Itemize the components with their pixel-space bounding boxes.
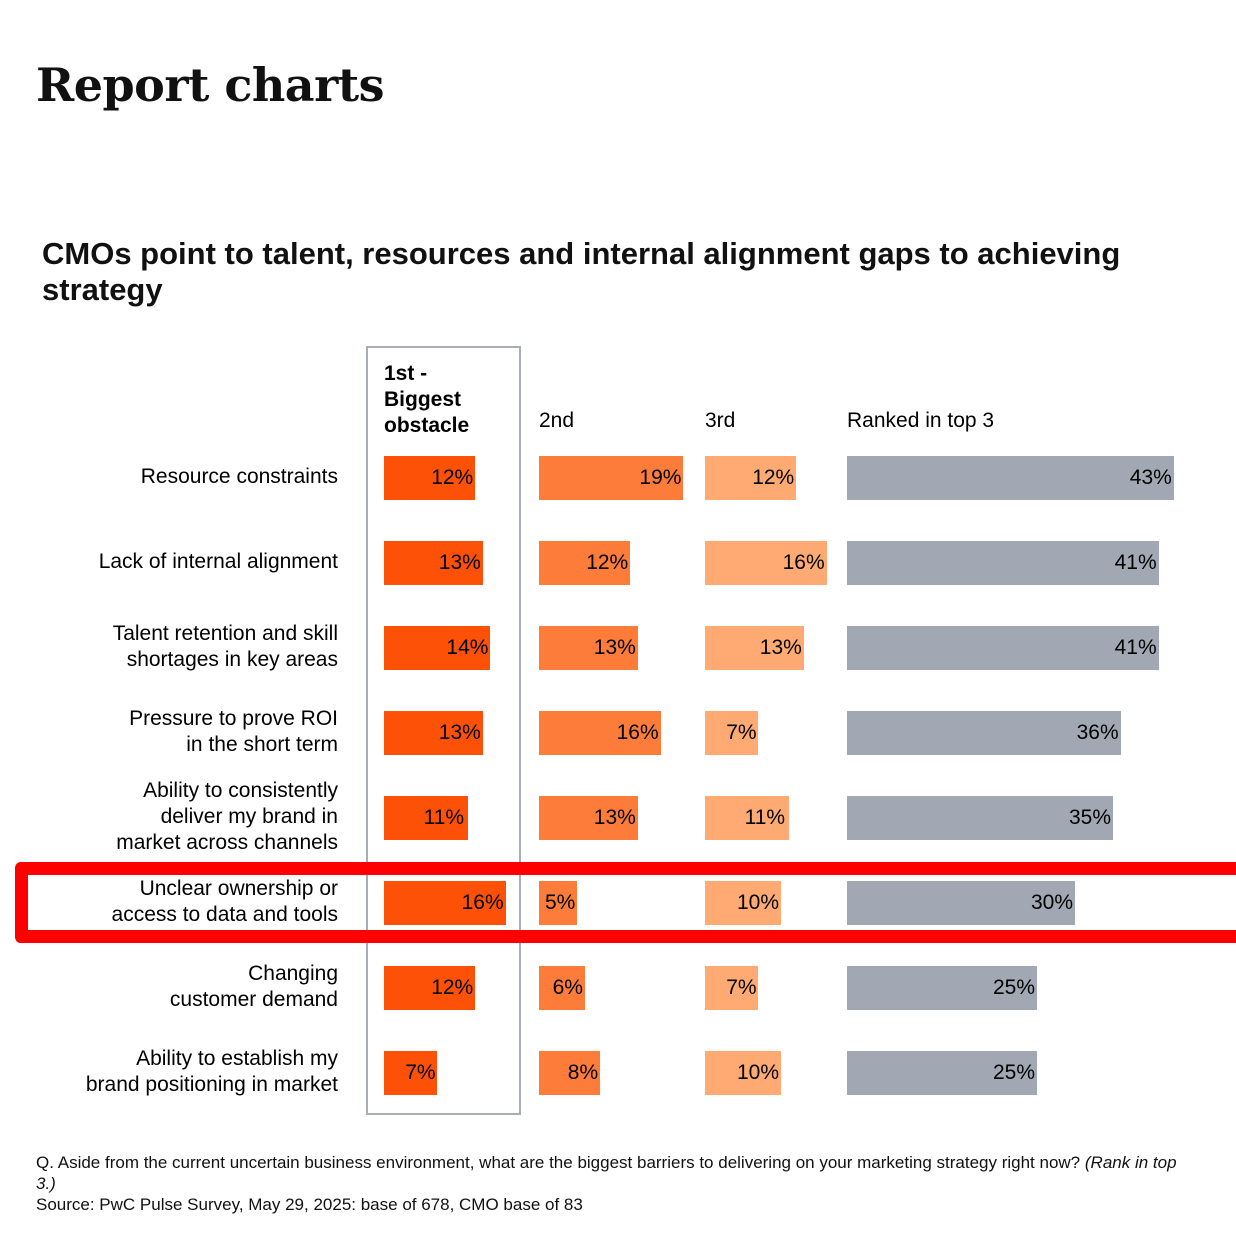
data-label-third: 7%: [726, 721, 757, 744]
first-column-outline: [366, 346, 521, 1115]
bar-second: [539, 881, 577, 925]
data-label-top3: 25%: [993, 1061, 1036, 1084]
bar-second: [539, 711, 661, 755]
data-label-second: 13%: [593, 806, 636, 829]
row-label: Unclear ownership or access to data and …: [111, 877, 338, 926]
bar-top3: [847, 626, 1159, 670]
data-label-third: 7%: [726, 976, 757, 999]
bar-third: [705, 711, 759, 755]
data-label-top3: 41%: [1114, 636, 1157, 659]
bar-first: [384, 881, 506, 925]
data-label-top3: 35%: [1069, 806, 1112, 829]
data-label-third: 10%: [737, 1061, 780, 1084]
data-label-top3: 36%: [1076, 721, 1119, 744]
data-label-top3: 25%: [993, 976, 1036, 999]
data-label-first: 11%: [423, 806, 465, 829]
footnote-question-note: (Rank in top 3.): [36, 1153, 1177, 1193]
bar-top3: [847, 1051, 1037, 1095]
footnote-question: Q. Aside from the current uncertain busi…: [36, 1153, 1081, 1172]
data-label-first: 14%: [446, 636, 489, 659]
bar-first: [384, 456, 476, 500]
data-label-first: 13%: [438, 551, 481, 574]
bar-third: [705, 881, 781, 925]
row-label: Talent retention and skill shortages in …: [112, 622, 338, 671]
row-label: Lack of internal alignment: [98, 550, 338, 573]
data-label-first: 13%: [438, 721, 481, 744]
data-label-first: 12%: [431, 976, 474, 999]
bar-top3: [847, 881, 1075, 925]
bar-top3: [847, 711, 1121, 755]
data-label-third: 12%: [752, 466, 795, 489]
bar-first: [384, 796, 468, 840]
page-title: Report charts: [36, 58, 384, 112]
data-label-second: 6%: [552, 976, 583, 999]
bar-second: [539, 541, 631, 585]
bar-third: [705, 796, 789, 840]
row-label: Pressure to prove ROI in the short term: [129, 707, 338, 756]
data-label-second: 12%: [586, 551, 629, 574]
bar-first: [384, 711, 483, 755]
row-label: Resource constraints: [140, 465, 338, 488]
bar-first: [384, 541, 483, 585]
row-label: Ability to establish my brand positionin…: [85, 1047, 338, 1096]
bar-third: [705, 541, 827, 585]
row-label: Changing customer demand: [169, 962, 338, 1011]
bar-third: [705, 966, 759, 1010]
data-label-third: 16%: [782, 551, 825, 574]
data-label-top3: 41%: [1114, 551, 1157, 574]
footnote-source: Source: PwC Pulse Survey, May 29, 2025: …: [36, 1195, 583, 1214]
column-header-first: 1st - Biggest obstacle: [384, 362, 470, 437]
data-label-second: 5%: [545, 891, 576, 914]
bar-top3: [847, 456, 1174, 500]
row-label: Ability to consistently deliver my brand…: [116, 779, 338, 854]
data-label-second: 16%: [616, 721, 659, 744]
bar-second: [539, 626, 638, 670]
data-label-top3: 30%: [1031, 891, 1074, 914]
data-label-top3: 43%: [1129, 466, 1172, 489]
highlight-box: [15, 862, 1236, 943]
bar-first: [384, 1051, 438, 1095]
data-label-second: 19%: [639, 466, 682, 489]
footnote: Q. Aside from the current uncertain busi…: [36, 1152, 1186, 1215]
column-header-third: 3rd: [705, 409, 736, 432]
bar-third: [705, 1051, 781, 1095]
data-label-second: 13%: [593, 636, 636, 659]
bar-second: [539, 796, 638, 840]
column-header-top3: Ranked in top 3: [847, 409, 995, 432]
bar-top3: [847, 541, 1159, 585]
data-label-third: 13%: [759, 636, 802, 659]
bar-third: [705, 626, 804, 670]
bar-top3: [847, 796, 1113, 840]
bar-first: [384, 626, 491, 670]
column-header-second: 2nd: [539, 409, 575, 432]
bar-top3: [847, 966, 1037, 1010]
data-label-second: 8%: [567, 1061, 599, 1084]
chart-title: CMOs point to talent, resources and inte…: [42, 236, 1121, 307]
data-label-third: 11%: [744, 806, 786, 829]
bar-second: [539, 1051, 600, 1095]
bar-first: [384, 966, 476, 1010]
data-label-third: 10%: [737, 891, 780, 914]
bar-third: [705, 456, 797, 500]
data-label-first: 12%: [431, 466, 474, 489]
data-label-first: 16%: [461, 891, 504, 914]
data-label-first: 7%: [405, 1061, 436, 1084]
bar-second: [539, 966, 585, 1010]
bar-second: [539, 456, 684, 500]
